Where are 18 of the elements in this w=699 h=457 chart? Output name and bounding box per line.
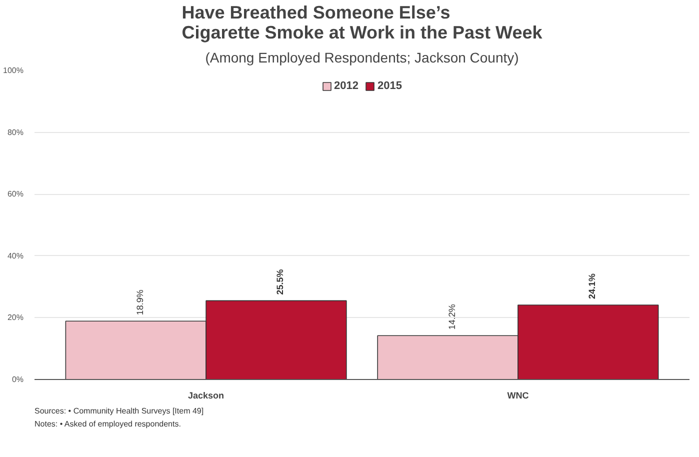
y-tick-label: 0% — [12, 375, 24, 384]
legend-label: 2015 — [378, 80, 402, 92]
chart-subtitle: (Among Employed Respondents; Jackson County) — [205, 50, 519, 66]
legend-label: 2012 — [334, 80, 358, 92]
y-tick-label: 60% — [7, 190, 24, 199]
data-label: 25.5% — [275, 269, 286, 295]
data-label: 24.1% — [587, 274, 598, 300]
text: Notes: • Asked of employed respondents. — [34, 420, 181, 428]
x-tick-label: Jackson — [188, 390, 224, 400]
data-label: 14.2% — [446, 304, 457, 330]
y-tick-label: 100% — [3, 66, 24, 75]
y-tick-label: 40% — [7, 251, 24, 260]
data-label: 18.9% — [134, 290, 145, 316]
source-note: Sources: • Community Health Surveys [Item 49] — [34, 406, 204, 416]
x-tick-label: WNC — [507, 390, 530, 400]
y-tick-label: 20% — [7, 313, 24, 322]
y-tick-label: 80% — [7, 128, 24, 137]
chart-title: Have Breathed Someone Else’s Cigarette Smoke at Work in the Past Week — [182, 2, 544, 42]
